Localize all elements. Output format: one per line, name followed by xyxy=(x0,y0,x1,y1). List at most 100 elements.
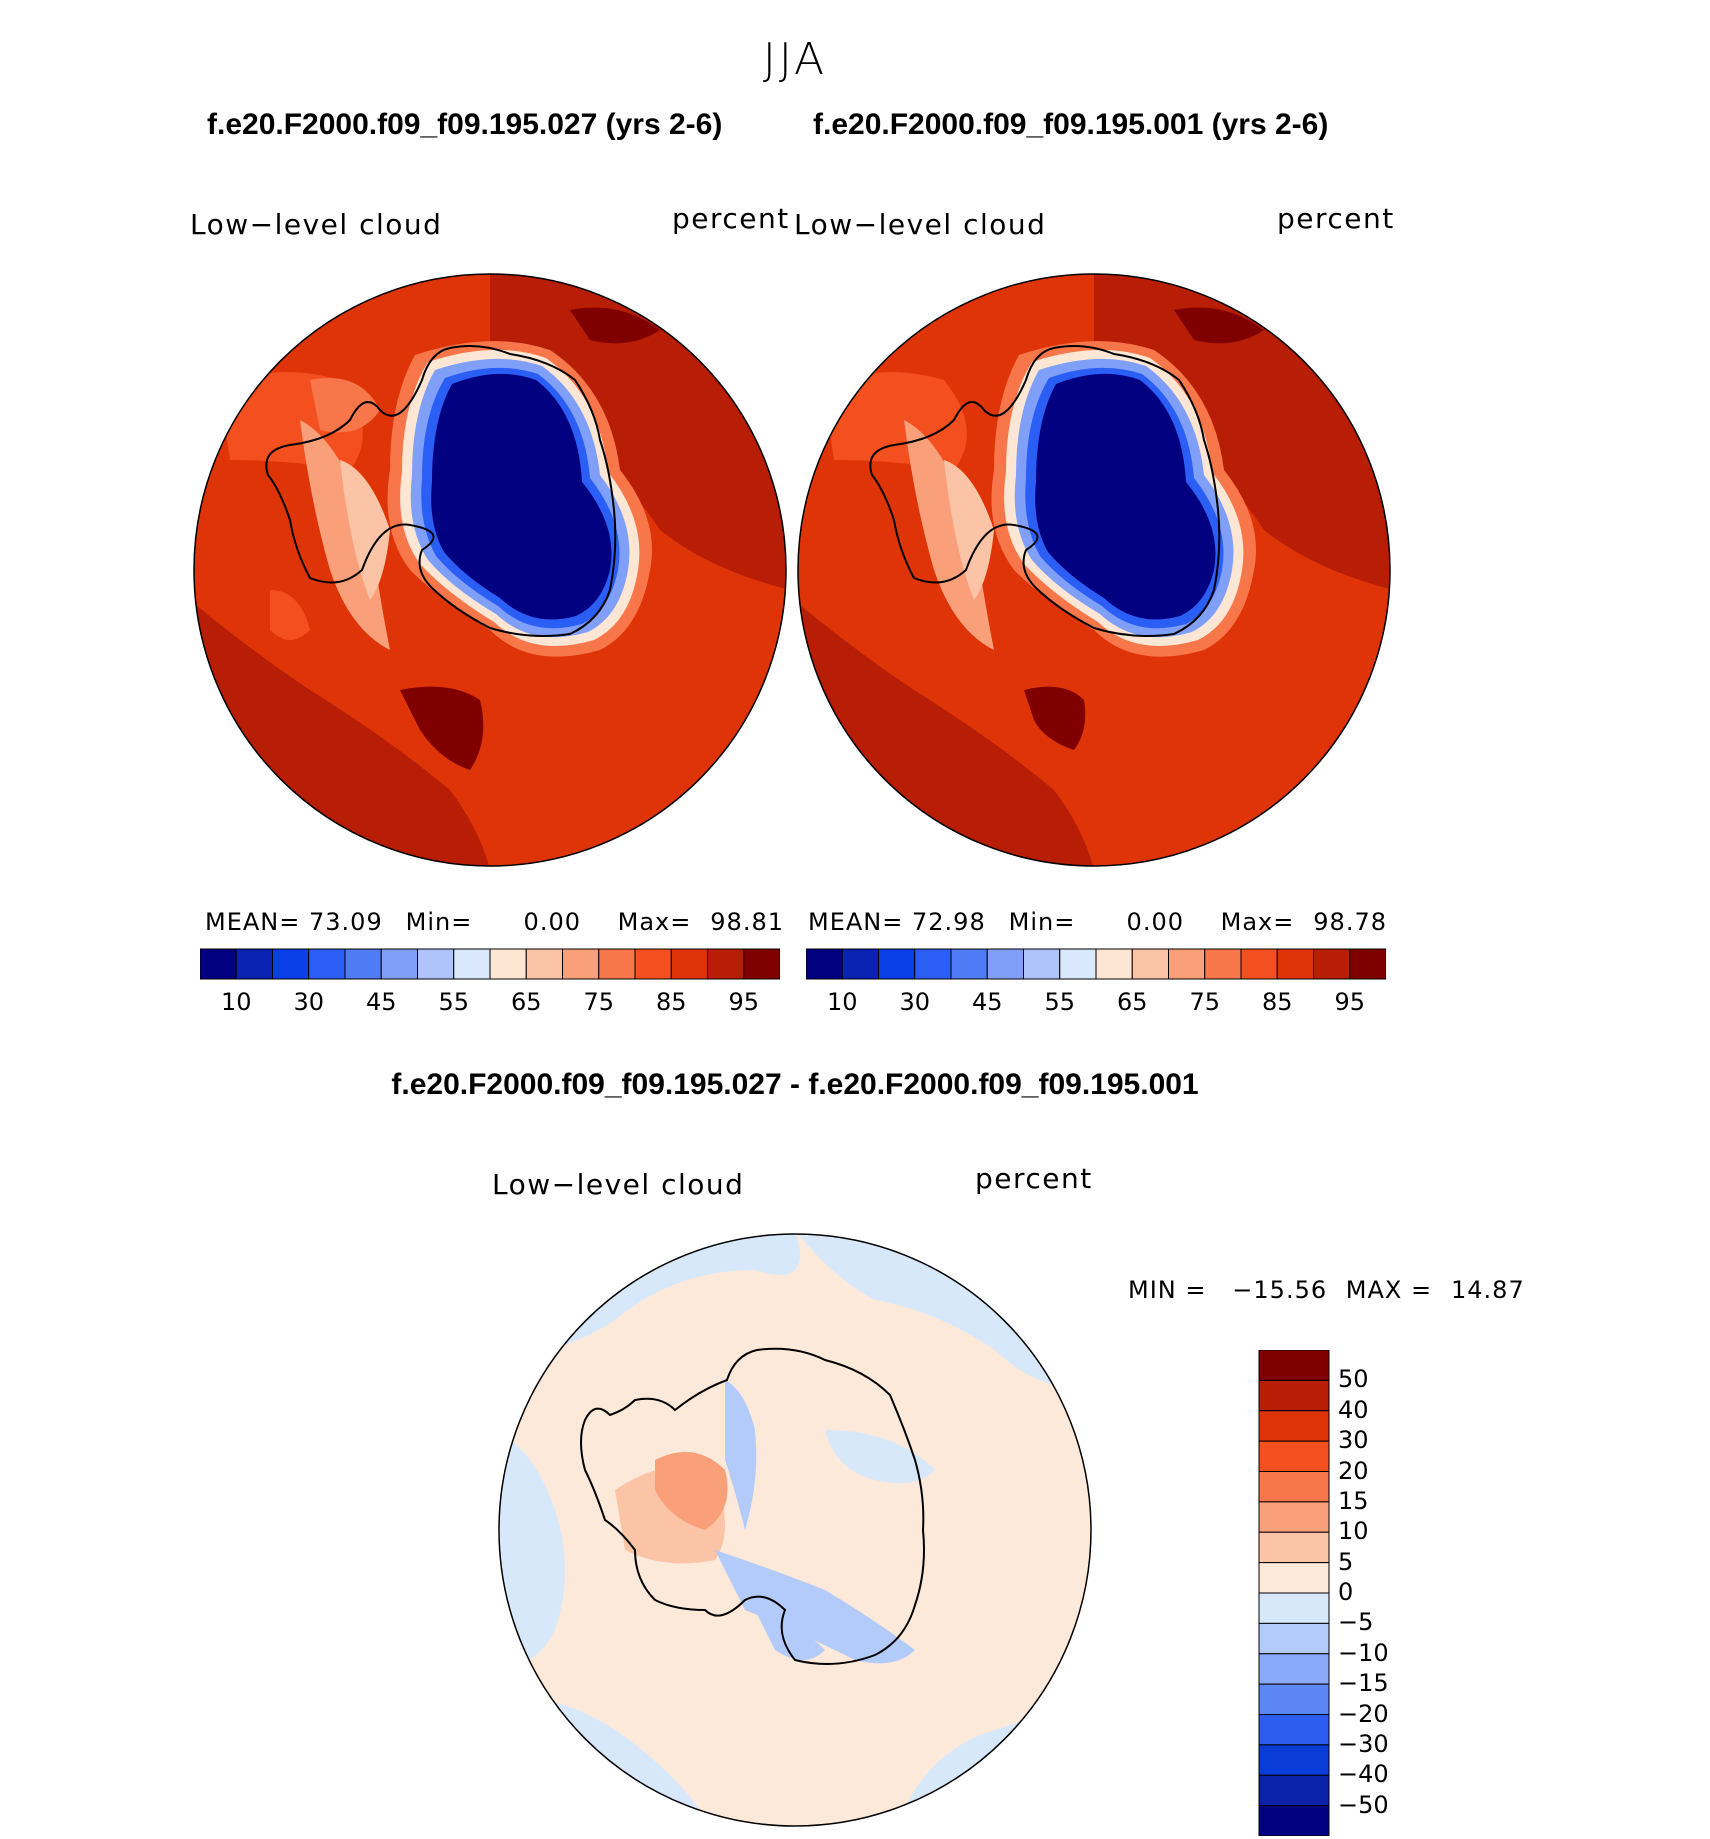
panel-1-colorbar-tick-label: 30 xyxy=(293,988,325,1016)
difference-colorbar-tick-label: −15 xyxy=(1338,1669,1389,1698)
panel-2-case-title: f.e20.F2000.f09_f09.195.001 (yrs 2-6) xyxy=(813,108,1329,141)
difference-colorbar-swatch xyxy=(1258,1350,1330,1381)
panel-2-mean-value: 72.98 xyxy=(912,908,986,936)
panel-1-mean-label: MEAN= xyxy=(205,908,301,936)
panel-1-colorbar-swatch xyxy=(344,948,382,980)
difference-min-label: MIN = xyxy=(1128,1276,1207,1304)
panel-2-colorbar-swatch xyxy=(1276,948,1314,980)
panel-2-colorbar-swatch xyxy=(1059,948,1097,980)
panel-1-colorbar-swatch xyxy=(380,948,418,980)
panel-1-colorbar-swatch xyxy=(743,948,780,980)
difference-colorbar-swatch xyxy=(1258,1562,1330,1594)
difference-colorbar-tick-label: 5 xyxy=(1338,1547,1354,1576)
panel-1-colorbar-tick-label: 10 xyxy=(220,988,252,1016)
panel-2-colorbar-swatch xyxy=(1095,948,1133,980)
panel-2-colorbar-tick-label: 55 xyxy=(1044,988,1076,1016)
difference-colorbar-swatch xyxy=(1258,1592,1330,1624)
difference-colorbar-tick-label: −10 xyxy=(1338,1638,1389,1667)
panel-1-colorbar-ticks: 10 30 45 55 65 75 85 95 xyxy=(200,988,780,1018)
panel-2-colorbar-swatch xyxy=(841,948,879,980)
panel-1-colorbar-swatch xyxy=(562,948,600,980)
difference-colorbar-swatch xyxy=(1258,1774,1330,1807)
difference-variable-label: Low−level cloud xyxy=(492,1168,745,1201)
panel-2-colorbar-swatch xyxy=(914,948,952,980)
difference-map xyxy=(498,1233,1092,1827)
difference-colorbar-ticks: 50 40 30 20 15 10 5 0 −5 −10 −15 −20 −30 −40 −50 xyxy=(1338,1350,1458,1836)
panel-2-colorbar-swatch xyxy=(1349,948,1386,980)
difference-colorbar-tick-label: 10 xyxy=(1338,1517,1369,1546)
panel-1-mean-value: 73.09 xyxy=(309,908,383,936)
panel-2-colorbar-swatch xyxy=(1313,948,1351,980)
panel-1-colorbar-tick-label: 95 xyxy=(728,988,760,1016)
difference-max-value: 14.87 xyxy=(1451,1276,1525,1304)
difference-colorbar-swatch xyxy=(1258,1653,1330,1685)
panel-2-max-label: Max= xyxy=(1220,908,1295,936)
difference-colorbar-swatch xyxy=(1258,1714,1330,1746)
panel-2-min-value: 0.00 xyxy=(1126,908,1184,936)
panel-1-min-label: Min= xyxy=(405,908,473,936)
difference-colorbar-swatch xyxy=(1258,1501,1330,1533)
panel-2-colorbar-swatch xyxy=(1023,948,1061,980)
panel-1-max-value: 98.81 xyxy=(710,908,784,936)
panel-1-colorbar-swatch xyxy=(598,948,636,980)
panel-2-colorbar-swatch xyxy=(806,948,843,980)
difference-colorbar-swatch xyxy=(1258,1744,1330,1776)
panel-1-colorbar-tick-label: 55 xyxy=(438,988,470,1016)
panel-2-min-label: Min= xyxy=(1008,908,1076,936)
difference-colorbar-tick-label: 15 xyxy=(1338,1486,1369,1515)
panel-1-colorbar-swatch xyxy=(707,948,745,980)
difference-max-label: MAX = xyxy=(1345,1276,1433,1304)
panel-1-colorbar-swatch xyxy=(489,948,527,980)
difference-colorbar-tick-label: 0 xyxy=(1338,1578,1354,1606)
panel-2-colorbar-swatch xyxy=(878,948,916,980)
difference-colorbar-tick-label: −40 xyxy=(1338,1760,1389,1789)
difference-colorbar-tick-label: −5 xyxy=(1338,1608,1374,1637)
panel-2-colorbar-tick-label: 75 xyxy=(1189,988,1221,1016)
panel-1-colorbar-swatch xyxy=(634,948,672,980)
panel-2-colorbar-tick-label: 30 xyxy=(899,988,931,1016)
panel-1-colorbar-swatch xyxy=(200,948,237,980)
panel-2-map xyxy=(797,273,1391,867)
panel-2-colorbar-swatch xyxy=(1131,948,1169,980)
difference-colorbar-swatch xyxy=(1258,1622,1330,1655)
panel-1-colorbar-swatch xyxy=(417,948,455,980)
panel-1-colorbar xyxy=(200,948,780,980)
difference-colorbar-tick-label: 30 xyxy=(1338,1426,1369,1455)
panel-1-colorbar-tick-label: 75 xyxy=(583,988,615,1016)
panel-1-min-value: 0.00 xyxy=(523,908,581,936)
panel-2-colorbar xyxy=(806,948,1386,980)
panel-1-units-label: percent xyxy=(672,202,790,235)
difference-colorbar-tick-label: 50 xyxy=(1338,1365,1369,1394)
difference-colorbar-swatch xyxy=(1258,1805,1330,1836)
panel-1-colorbar-swatch xyxy=(525,948,563,980)
difference-colorbar-tick-label: −50 xyxy=(1338,1790,1389,1819)
panel-2-colorbar-ticks: 10 30 45 55 65 75 85 95 xyxy=(806,988,1386,1018)
panel-1-colorbar-tick-label: 65 xyxy=(510,988,542,1016)
panel-1-variable-label: Low−level cloud xyxy=(190,208,443,241)
difference-colorbar-swatch xyxy=(1258,1379,1330,1412)
difference-colorbar-swatch xyxy=(1258,1440,1330,1473)
panel-1-colorbar-tick-label: 45 xyxy=(365,988,397,1016)
panel-2-colorbar-tick-label: 85 xyxy=(1261,988,1293,1016)
panel-2-colorbar-tick-label: 95 xyxy=(1334,988,1366,1016)
difference-colorbar-tick-label: −30 xyxy=(1338,1729,1389,1758)
panel-1-colorbar-tick-label: 85 xyxy=(655,988,687,1016)
difference-units-label: percent xyxy=(975,1162,1093,1195)
panel-2-units-label: percent xyxy=(1277,202,1395,235)
panel-2-colorbar-swatch xyxy=(986,948,1024,980)
panel-1-case-title: f.e20.F2000.f09_f09.195.027 (yrs 2-6) xyxy=(207,108,723,141)
panel-2-mean-label: MEAN= xyxy=(808,908,904,936)
panel-1-colorbar-swatch xyxy=(670,948,708,980)
panel-2-variable-label: Low−level cloud xyxy=(794,208,1047,241)
panel-1-colorbar-swatch xyxy=(272,948,310,980)
panel-1-colorbar-swatch xyxy=(235,948,273,980)
panel-2-colorbar-tick-label: 10 xyxy=(826,988,858,1016)
difference-colorbar-tick-label: −20 xyxy=(1338,1699,1389,1728)
panel-2-colorbar-swatch xyxy=(950,948,988,980)
difference-colorbar-swatch xyxy=(1258,1683,1330,1716)
difference-colorbar-tick-label: 40 xyxy=(1338,1395,1369,1424)
panel-2-colorbar-swatch xyxy=(1240,948,1278,980)
difference-title: f.e20.F2000.f09_f09.195.027 - f.e20.F200… xyxy=(391,1068,1199,1101)
difference-colorbar-tick-label: 20 xyxy=(1338,1456,1369,1485)
panel-2-colorbar-tick-label: 65 xyxy=(1116,988,1148,1016)
